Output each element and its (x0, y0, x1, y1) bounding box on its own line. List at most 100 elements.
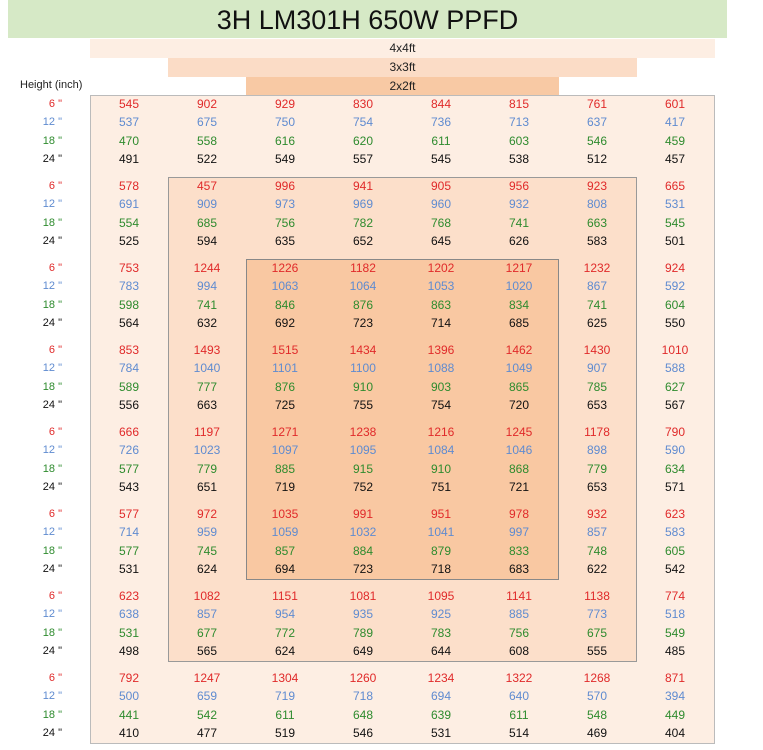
height-label: 6 " (48, 426, 62, 438)
ppfd-value: 543 (118, 479, 140, 494)
ppfd-value: 583 (586, 233, 608, 248)
ppfd-value: 531 (118, 561, 140, 576)
zone-label: 2x2ft (246, 77, 559, 95)
ppfd-value: 790 (664, 425, 686, 439)
ppfd-value: 991 (352, 507, 374, 521)
ppfd-value: 1217 (505, 261, 533, 275)
ppfd-value: 905 (430, 179, 452, 193)
ppfd-value: 603 (508, 133, 530, 148)
height-label: Height (inch) (20, 79, 83, 91)
ppfd-value: 741 (586, 297, 608, 312)
ppfd-value: 1081 (349, 589, 377, 603)
ppfd-value: 537 (118, 115, 140, 130)
ppfd-value: 753 (118, 261, 140, 275)
ppfd-value: 741 (196, 297, 218, 312)
ppfd-value: 1095 (349, 443, 377, 458)
height-label: 18 " (42, 708, 62, 721)
height-label: 12 " (42, 444, 62, 457)
ppfd-value: 932 (508, 197, 530, 212)
ppfd-value: 1322 (505, 671, 533, 685)
height-label: 24 " (42, 644, 62, 657)
ppfd-value: 470 (118, 133, 140, 148)
ppfd-value: 675 (586, 625, 608, 640)
ppfd-value: 501 (664, 233, 686, 248)
ppfd-value: 756 (508, 625, 530, 640)
ppfd-value: 542 (664, 561, 686, 576)
ppfd-value: 545 (118, 97, 140, 111)
ppfd-value: 604 (664, 297, 686, 312)
ppfd-value: 441 (118, 707, 140, 722)
height-label: 12 " (42, 362, 62, 375)
ppfd-value: 623 (118, 589, 140, 603)
ppfd-value: 588 (664, 361, 686, 376)
zone-2x2 (246, 259, 559, 580)
ppfd-value: 978 (508, 507, 530, 521)
ppfd-value: 410 (118, 725, 140, 740)
ppfd-value: 1041 (427, 525, 455, 540)
height-label: 6 " (48, 508, 62, 520)
ppfd-value: 626 (508, 233, 530, 248)
ppfd-value: 549 (664, 625, 686, 640)
ppfd-value: 1046 (505, 443, 533, 458)
ppfd-value: 637 (586, 115, 608, 130)
ppfd-value: 857 (274, 543, 296, 558)
ppfd-value: 853 (118, 343, 140, 357)
ppfd-value: 1138 (584, 589, 610, 603)
ppfd-value: 531 (430, 725, 452, 740)
height-label: 12 " (42, 690, 62, 703)
ppfd-value: 498 (118, 643, 140, 658)
ppfd-value: 1234 (427, 671, 455, 685)
height-label: 18 " (42, 544, 62, 557)
ppfd-value: 1197 (194, 425, 220, 439)
ppfd-value: 719 (274, 479, 296, 494)
ppfd-value: 632 (196, 315, 218, 330)
ppfd-value: 1238 (349, 425, 377, 439)
ppfd-value: 640 (508, 689, 530, 704)
ppfd-value: 772 (274, 625, 296, 640)
ppfd-value: 915 (352, 461, 374, 476)
ppfd-value: 761 (586, 97, 608, 111)
ppfd-value: 457 (664, 151, 686, 166)
ppfd-value: 857 (586, 525, 608, 540)
ppfd-value: 692 (274, 315, 296, 330)
ppfd-value: 691 (118, 197, 140, 212)
ppfd-value: 675 (196, 115, 218, 130)
ppfd-value: 1245 (505, 425, 533, 439)
ppfd-value: 649 (352, 643, 374, 658)
ppfd-value: 996 (274, 179, 296, 193)
ppfd-value: 571 (664, 479, 686, 494)
height-label: 18 " (42, 380, 62, 393)
ppfd-value: 924 (664, 261, 686, 275)
ppfd-value: 545 (664, 215, 686, 230)
ppfd-value: 651 (196, 479, 218, 494)
ppfd-value: 830 (352, 97, 374, 111)
ppfd-value: 885 (274, 461, 296, 476)
ppfd-value: 755 (352, 397, 374, 412)
ppfd-value: 625 (586, 315, 608, 330)
ppfd-value: 1082 (193, 589, 221, 603)
ppfd-value: 752 (352, 479, 374, 494)
ppfd-value: 1260 (349, 671, 377, 685)
height-label: 12 " (42, 198, 62, 211)
ppfd-value: 1178 (584, 425, 610, 439)
ppfd-value: 577 (118, 543, 140, 558)
ppfd-value: 903 (430, 379, 452, 394)
ppfd-value: 954 (274, 607, 296, 622)
ppfd-value: 417 (664, 115, 686, 130)
ppfd-value: 512 (586, 151, 608, 166)
ppfd-value: 834 (508, 297, 530, 312)
zone-label: 3x3ft (168, 58, 637, 77)
ppfd-value: 653 (586, 479, 608, 494)
ppfd-value: 718 (352, 689, 374, 704)
ppfd-value: 545 (430, 151, 452, 166)
ppfd-value: 1247 (193, 671, 221, 685)
ppfd-value: 652 (352, 233, 374, 248)
ppfd-value: 1097 (271, 443, 299, 458)
ppfd-value: 1088 (427, 361, 455, 376)
ppfd-value: 865 (508, 379, 530, 394)
ppfd-value: 1271 (271, 425, 299, 439)
ppfd-value: 868 (508, 461, 530, 476)
ppfd-value: 1100 (350, 361, 376, 376)
ppfd-value: 871 (664, 671, 686, 685)
ppfd-value: 876 (352, 297, 374, 312)
